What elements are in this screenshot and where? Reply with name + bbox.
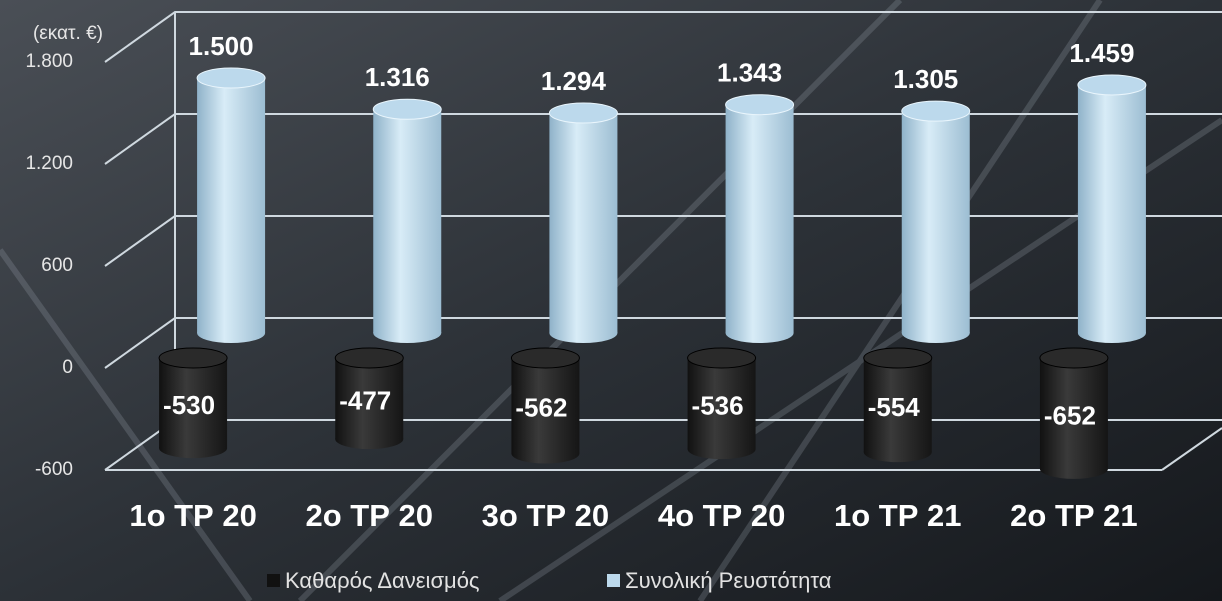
bar: [197, 78, 266, 333]
value-label: 1.316: [365, 62, 430, 92]
legend-label: Καθαρός Δανεισμός: [285, 568, 480, 593]
x-tick-label: 2ο ΤΡ 20: [306, 498, 434, 533]
bar: [335, 358, 404, 440]
value-label: 1.343: [717, 58, 782, 88]
value-label: 1.294: [541, 66, 607, 96]
cylinder-top: [334, 347, 404, 369]
bar: [549, 113, 618, 334]
x-tick-label: 2ο ΤΡ 21: [1010, 498, 1138, 533]
cylinder-top: [548, 102, 618, 124]
bar: [687, 358, 756, 450]
bar: [1077, 84, 1146, 333]
value-label: 1.305: [893, 64, 958, 94]
bar: [901, 111, 970, 334]
grid-line: [104, 215, 1222, 267]
grid-line: [104, 11, 1222, 63]
cylinder-top: [196, 67, 266, 89]
value-label: -477: [339, 385, 391, 415]
value-label: 1.500: [189, 31, 254, 61]
cylinder-top: [863, 347, 933, 369]
bar: [159, 358, 228, 449]
x-tick-label: 1ο ΤΡ 21: [834, 498, 962, 533]
axis-line: [1161, 427, 1222, 471]
grid-line: [104, 113, 1222, 165]
value-label: -562: [515, 393, 567, 423]
y-tick-label: 1.800: [25, 51, 73, 72]
bar: [511, 358, 580, 454]
y-tick-label: 600: [41, 255, 73, 276]
legend-marker: [607, 574, 620, 587]
cylinder-top: [725, 94, 795, 116]
cylinder-top: [901, 100, 971, 122]
legend-marker: [267, 574, 280, 587]
y-tick-label: 0: [62, 357, 73, 378]
cylinder-top: [158, 347, 228, 369]
value-label: -554: [868, 392, 921, 422]
y-tick-label: -600: [35, 459, 73, 480]
cylinder-top: [1039, 347, 1109, 369]
x-tick-label: 1ο ΤΡ 20: [129, 498, 257, 533]
cylinder-top: [687, 347, 757, 369]
unit-label: (εκατ. €): [33, 23, 103, 44]
cylinder-top: [372, 98, 442, 120]
bar: [725, 104, 794, 333]
cylinder-top: [1077, 74, 1147, 96]
bar: [373, 109, 442, 333]
cylinder-top: [510, 347, 580, 369]
bar: [1039, 358, 1108, 469]
value-label: -530: [163, 390, 215, 420]
legend-label: Συνολική Ρευστότητα: [625, 568, 832, 593]
value-label: -536: [692, 390, 744, 420]
value-label: -652: [1044, 400, 1096, 430]
y-tick-label: 1.200: [25, 153, 73, 174]
x-tick-label: 4ο ΤΡ 20: [658, 498, 786, 533]
bar: [863, 358, 932, 453]
grid-line: [104, 317, 1222, 369]
x-tick-label: 3ο ΤΡ 20: [482, 498, 610, 533]
value-label: 1.459: [1069, 38, 1134, 68]
